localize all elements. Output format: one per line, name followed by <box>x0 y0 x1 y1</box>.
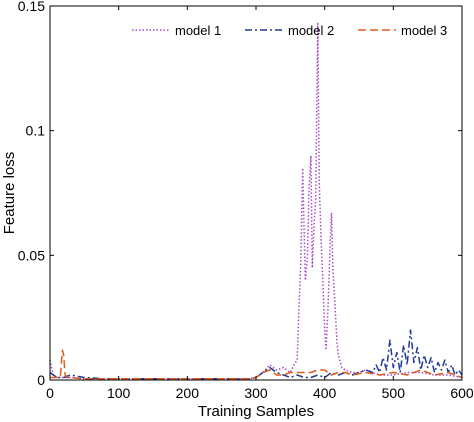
y-tick-label: 0 <box>37 372 45 388</box>
plot-series <box>49 22 463 380</box>
x-tick-label: 300 <box>244 385 268 401</box>
y-tick-label: 0.15 <box>18 0 45 14</box>
x-tick-label: 600 <box>450 385 474 401</box>
x-tick-label: 100 <box>107 385 131 401</box>
series-line-model-3 <box>50 349 463 380</box>
legend-label-model-3: model 3 <box>401 23 447 38</box>
y-tick-label: 0.05 <box>18 247 45 263</box>
y-axis-label: Feature loss <box>1 152 18 235</box>
x-tick-label: 400 <box>313 385 337 401</box>
series-line-model-1 <box>49 22 463 380</box>
x-axis-label: Training Samples <box>198 403 314 420</box>
y-axis-ticks: 0 0.05 0.1 0.15 <box>18 0 462 388</box>
x-tick-label: 500 <box>382 385 406 401</box>
plot-frame <box>49 5 463 381</box>
y-tick-label: 0.1 <box>26 123 46 139</box>
series-line-model-2 <box>49 329 463 380</box>
x-tick-label: 0 <box>46 385 54 401</box>
legend-label-model-2: model 2 <box>288 23 334 38</box>
legend: model 1 model 2 model 3 <box>132 23 447 38</box>
x-tick-label: 200 <box>176 385 200 401</box>
x-axis-ticks: 0 100 200 300 400 500 600 <box>46 6 474 401</box>
legend-label-model-1: model 1 <box>175 23 221 38</box>
